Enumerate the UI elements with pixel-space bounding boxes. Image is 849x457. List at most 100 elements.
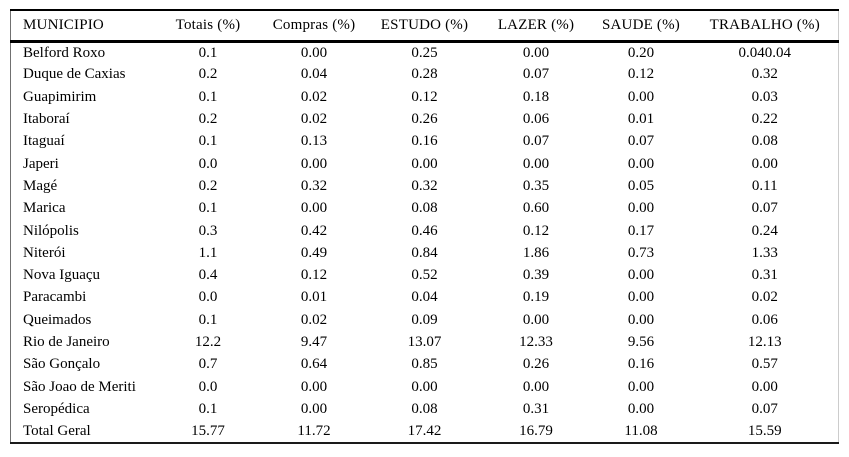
municipality-name-cell: Japeri [23, 155, 59, 172]
value-cell: 15.59 [747, 422, 782, 439]
value-cell: 0.46 [411, 222, 438, 239]
value-cell: 0.00 [300, 378, 328, 395]
table-row: Total Geral 15.77 11.72 17.42 16.79 11.08 15.5… [11, 421, 839, 443]
value-cell: 0.08 [411, 200, 438, 217]
table-row: Belford Roxo 0.1 0.00 0.25 0.00 0.20 0.040.04 [11, 42, 839, 64]
value-cell: 0.00 [300, 200, 328, 217]
value-cell: 0.4 [198, 267, 218, 284]
value-cell: 0.00 [522, 155, 550, 172]
value-cell: 0.00 [627, 155, 655, 172]
value-cell: 0.1 [198, 44, 218, 61]
value-cell: 0.1 [198, 200, 218, 217]
value-cell: 0.00 [627, 400, 655, 417]
municipality-name-cell: São Gonçalo [23, 356, 101, 373]
value-cell: 0.06 [522, 111, 550, 128]
value-cell: 0.00 [300, 155, 328, 172]
value-cell: 13.07 [407, 334, 442, 350]
value-cell: 0.32 [751, 66, 778, 83]
table-row: Paracambi 0.0 0.01 0.04 0.19 0.00 0.02 [11, 287, 839, 309]
value-cell: 0.00 [627, 267, 655, 284]
value-cell: 0.12 [300, 267, 328, 284]
value-cell: 1.86 [522, 244, 550, 261]
column-header: LAZER (%) [481, 10, 591, 43]
value-cell: 0.13 [300, 133, 328, 150]
value-cell: 0.00 [300, 44, 328, 61]
municipality-name-cell: Niterói [23, 244, 66, 261]
table-header: MUNICIPIO Totais (%) Compras (%) ESTUDO (%)… [10, 10, 839, 43]
value-cell: 0.07 [751, 400, 778, 417]
value-cell: 0.09 [411, 311, 438, 328]
table-row: São Joao de Meriti 0.0 0.00 0.00 0.00 0.00 0.0… [11, 376, 839, 398]
value-cell: 0.00 [411, 378, 438, 395]
value-cell: 0.0 [198, 378, 218, 395]
table-body: Belford Roxo 0.1 0.00 0.25 0.00 0.20 0.040.04 D… [11, 42, 839, 443]
value-cell: 0.01 [300, 289, 328, 306]
value-cell: 0.12 [522, 222, 550, 239]
table-row: Nilópolis 0.3 0.42 0.46 0.12 0.17 0.24 [11, 220, 839, 242]
value-cell: 0.49 [300, 244, 328, 261]
municipality-name-cell: Itaboraí [23, 111, 70, 128]
table-row: Seropédica 0.1 0.00 0.08 0.31 0.00 0.07 [11, 398, 839, 420]
value-cell: 0.26 [522, 356, 550, 373]
value-cell: 0.12 [411, 88, 438, 105]
value-cell: 1.33 [751, 244, 778, 261]
column-header: ESTUDO (%) [367, 10, 482, 43]
column-header: SAUDE (%) [590, 10, 692, 43]
value-cell: 12.2 [194, 334, 222, 350]
value-cell: 0.07 [522, 66, 550, 83]
header-row: MUNICIPIO Totais (%) Compras (%) ESTUDO (%)… [10, 10, 839, 43]
value-cell: 12.13 [747, 334, 782, 350]
value-cell: 0.2 [198, 111, 218, 128]
municipality-name-cell: Nilópolis [23, 222, 79, 239]
column-header: MUNICIPIO [10, 10, 156, 43]
value-cell: 0.64 [300, 356, 328, 373]
value-cell: 16.79 [519, 422, 553, 439]
value-cell: 0.1 [198, 311, 218, 328]
municipality-name-cell: Duque de Caxias [23, 66, 126, 83]
table-row: Itaboraí 0.2 0.02 0.26 0.06 0.01 0.22 [11, 108, 839, 130]
value-cell: 0.11 [751, 177, 778, 194]
value-cell: 0.25 [411, 44, 438, 61]
value-cell: 0.07 [627, 133, 655, 150]
value-cell: 0.1 [198, 133, 218, 150]
table-row: Rio de Janeiro 12.2 9.47 13.07 12.33 9.56 12.1… [11, 331, 839, 353]
value-cell: 0.20 [627, 44, 655, 61]
value-cell: 0.03 [751, 88, 778, 105]
value-cell: 0.1 [198, 88, 218, 105]
table-row: São Gonçalo 0.7 0.64 0.85 0.26 0.16 0.57 [11, 354, 839, 376]
value-cell: 0.01 [627, 111, 655, 128]
value-cell: 0.31 [751, 267, 778, 284]
municipality-name-cell: Queimados [23, 311, 92, 328]
value-cell: 0.04 [411, 289, 438, 306]
municipality-percentages-table: MUNICIPIO Totais (%) Compras (%) ESTUDO (%)… [10, 9, 839, 444]
table-row: Magé 0.2 0.32 0.32 0.35 0.05 0.11 [11, 175, 839, 197]
table-row: Marica 0.1 0.00 0.08 0.60 0.00 0.07 [11, 198, 839, 220]
value-cell: 0.17 [627, 222, 655, 239]
value-cell: 0.32 [411, 177, 438, 194]
value-cell: 0.0 [198, 155, 218, 172]
value-cell: 11.72 [297, 422, 331, 439]
value-cell: 0.00 [522, 378, 550, 395]
table-row: Guapimirim 0.1 0.02 0.12 0.18 0.00 0.03 [11, 86, 839, 108]
value-cell: 0.00 [411, 155, 438, 172]
municipality-name-cell: Marica [23, 200, 66, 217]
value-cell: 0.02 [300, 88, 328, 105]
value-cell: 0.31 [522, 400, 550, 417]
value-cell: 0.18 [522, 88, 550, 105]
municipality-table-container: MUNICIPIO Totais (%) Compras (%) ESTUDO (%)… [10, 9, 839, 444]
value-cell: 0.39 [522, 267, 550, 284]
value-cell: 0.24 [751, 222, 778, 239]
value-cell: 0.73 [627, 244, 655, 261]
value-cell: 0.00 [522, 44, 550, 61]
value-cell: 0.02 [300, 311, 328, 328]
value-cell: 0.32 [300, 177, 328, 194]
value-cell: 0.040.04 [738, 44, 792, 61]
municipality-name-cell: Total Geral [23, 422, 91, 439]
table-row: Niterói 1.1 0.49 0.84 1.86 0.73 1.33 [11, 242, 839, 264]
value-cell: 0.22 [751, 111, 778, 128]
value-cell: 0.00 [300, 400, 328, 417]
municipality-name-cell: Guapimirim [23, 88, 97, 105]
value-cell: 1.1 [198, 244, 218, 261]
value-cell: 0.16 [627, 356, 655, 373]
value-cell: 0.07 [522, 133, 550, 150]
